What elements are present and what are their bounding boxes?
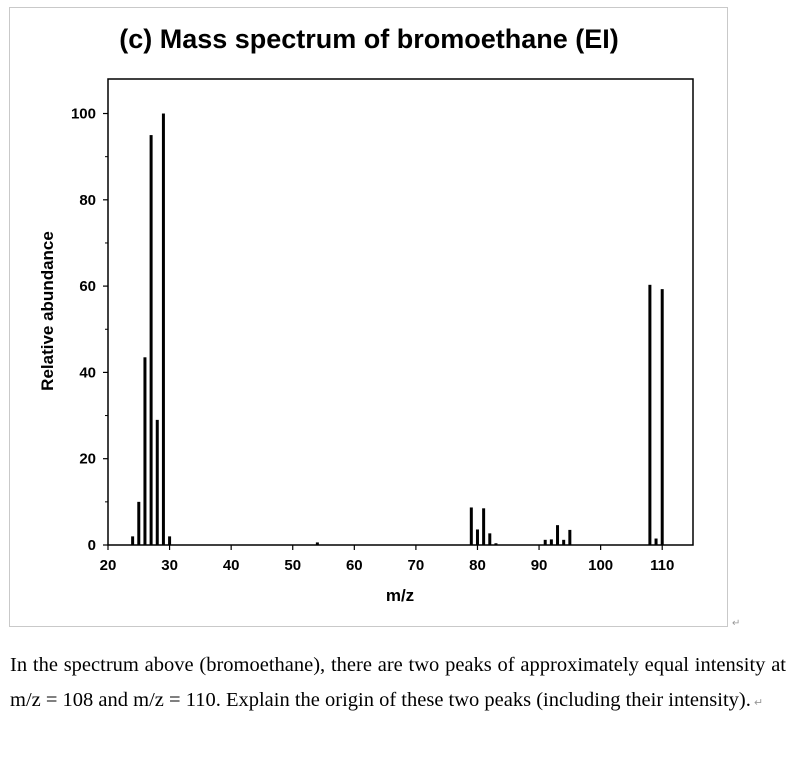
question-text: In the spectrum above (bromoethane), the… [10,654,786,711]
plot-area [107,78,694,546]
x-tick-label: 40 [223,557,240,574]
peak-bar-mz-110 [660,289,664,545]
figure-frame [9,7,728,627]
y-tick-label: 40 [79,364,96,381]
peak-bar-mz-24 [131,536,135,545]
peak-bar-mz-79 [469,507,473,545]
peak-bar-mz-94 [562,539,566,545]
peak-bar-mz-54 [315,542,319,545]
figure-return-mark: ↵ [732,618,741,629]
peak-bar-mz-27 [149,135,153,545]
x-tick-label: 110 [650,557,674,574]
peak-bar-mz-83 [494,543,498,545]
x-tick-label: 30 [161,557,178,574]
x-tick-label: 90 [531,557,548,574]
peak-bar-mz-80 [475,529,479,545]
peak-bar-mz-95 [568,529,572,545]
mass-spectrum-chart: (c) Mass spectrum of bromoethane (EI) 02… [38,24,694,605]
y-axis-label: Relative abundance [38,231,57,391]
x-tick-label: 60 [346,557,363,574]
peak-bar-mz-93 [556,525,560,545]
peak-bar-mz-109 [654,538,658,545]
x-tick-label: 80 [469,557,486,574]
y-tick-label: 80 [79,192,96,209]
peak-bar-mz-81 [482,508,486,545]
peak-bar-mz-29 [161,113,165,545]
peak-bar-mz-26 [143,357,147,545]
chart-title: (c) Mass spectrum of bromoethane (EI) [119,24,619,54]
y-tick-label: 60 [79,278,96,295]
x-tick-label: 20 [100,557,117,574]
peak-bar-mz-25 [137,501,141,545]
peak-bar-mz-92 [549,539,553,545]
x-tick-label: 70 [408,557,425,574]
spectrum-bars [131,113,664,545]
x-tick-label: 50 [284,557,301,574]
question-return-mark: ↵ [753,696,764,709]
peak-bar-mz-108 [648,284,652,545]
y-tick-label: 100 [71,106,96,123]
peak-bar-mz-82 [488,533,492,545]
peak-bar-mz-30 [168,536,172,545]
peak-bar-mz-28 [155,419,159,545]
peak-bar-mz-91 [543,539,547,545]
y-tick-label: 20 [79,451,96,468]
x-axis-label: m/z [386,586,414,605]
question-paragraph: In the spectrum above (bromoethane), the… [10,648,786,720]
x-tick-label: 100 [588,557,613,574]
y-tick-label: 0 [88,537,96,554]
